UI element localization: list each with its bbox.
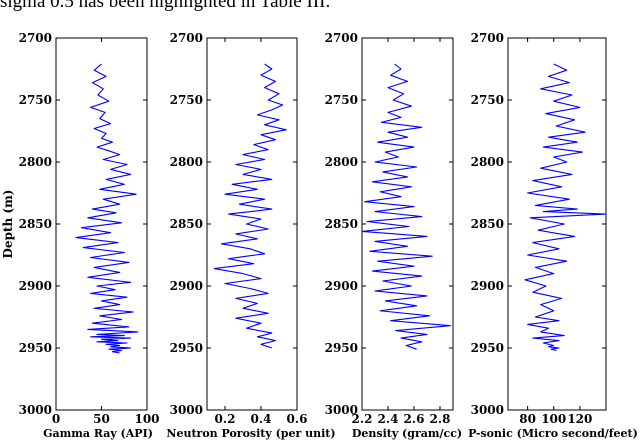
density-x-tick-label: 2.2 — [352, 412, 373, 426]
body-text-line: sigma 0.5 has been highlighted in Table … — [0, 0, 331, 12]
neutron-porosity-y-tick-label: 2800 — [170, 155, 203, 169]
gamma-ray-y-tick-label: 2950 — [19, 341, 52, 355]
p-sonic-y-tick-label: 3000 — [471, 403, 504, 417]
depth-axis-label: Depth (m) — [1, 190, 15, 259]
gamma-ray-y-tick-label: 2800 — [19, 155, 52, 169]
density-y-tick-label: 2850 — [325, 217, 358, 231]
neutron-porosity-x-tick-label: 0.6 — [287, 412, 308, 426]
density-x-tick-label: 2.8 — [430, 412, 451, 426]
p-sonic-y-tick-label: 2800 — [471, 155, 504, 169]
p-sonic-y-tick-label: 2850 — [471, 217, 504, 231]
neutron-porosity-x-tick-label: 0.2 — [215, 412, 236, 426]
density-log-trace — [361, 63, 451, 350]
p-sonic-y-tick-label: 2900 — [471, 279, 504, 293]
p-sonic-x-tick-label: 80 — [519, 412, 536, 426]
density-y-tick-label: 2900 — [325, 279, 358, 293]
p-sonic-log-trace — [524, 63, 607, 352]
p-sonic-x-tick-label: 100 — [541, 412, 566, 426]
gamma-ray-x-tick-label: 0 — [52, 412, 60, 426]
neutron-porosity-log-trace — [213, 63, 287, 349]
gamma-ray-y-tick-label: 3000 — [19, 403, 52, 417]
p-sonic-x-tick-label: 120 — [567, 412, 592, 426]
gamma-ray-y-tick-label: 2900 — [19, 279, 52, 293]
neutron-porosity-y-tick-label: 2900 — [170, 279, 203, 293]
p-sonic-y-tick-label: 2950 — [471, 341, 504, 355]
neutron-porosity-x-axis-label: Neutron Porosity (per unit) — [166, 427, 335, 440]
gamma-ray-x-tick-label: 50 — [93, 412, 110, 426]
density-y-tick-label: 2800 — [325, 155, 358, 169]
gamma-ray-x-axis-label: Gamma Ray (API) — [43, 427, 153, 440]
neutron-porosity-y-tick-label: 2750 — [170, 93, 203, 107]
density-x-tick-label: 2.6 — [404, 412, 425, 426]
p-sonic-x-axis-label: P-sonic (Micro second/feet) — [468, 427, 638, 440]
gamma-ray-x-tick-label: 100 — [134, 412, 159, 426]
density-x-axis-label: Density (gram/cc) — [352, 427, 462, 440]
neutron-porosity-y-tick-label: 2700 — [170, 31, 203, 45]
p-sonic-y-tick-label: 2700 — [471, 31, 504, 45]
density-x-tick-label: 2.4 — [378, 412, 399, 426]
neutron-porosity-x-tick-label: 0.4 — [251, 412, 272, 426]
gamma-ray-log-trace — [75, 63, 139, 354]
density-y-tick-label: 2700 — [325, 31, 358, 45]
density-y-tick-label: 2750 — [325, 93, 358, 107]
gamma-ray-plot-frame — [55, 37, 148, 411]
neutron-porosity-plot-frame — [206, 37, 298, 411]
neutron-porosity-y-tick-label: 2950 — [170, 341, 203, 355]
gamma-ray-y-tick-label: 2700 — [19, 31, 52, 45]
density-plot-frame — [361, 37, 454, 411]
neutron-porosity-y-tick-label: 3000 — [170, 403, 203, 417]
gamma-ray-y-tick-label: 2850 — [19, 217, 52, 231]
density-y-tick-label: 2950 — [325, 341, 358, 355]
density-y-tick-label: 3000 — [325, 403, 358, 417]
neutron-porosity-y-tick-label: 2850 — [170, 217, 203, 231]
p-sonic-plot-frame — [507, 37, 607, 411]
p-sonic-y-tick-label: 2750 — [471, 93, 504, 107]
gamma-ray-y-tick-label: 2750 — [19, 93, 52, 107]
